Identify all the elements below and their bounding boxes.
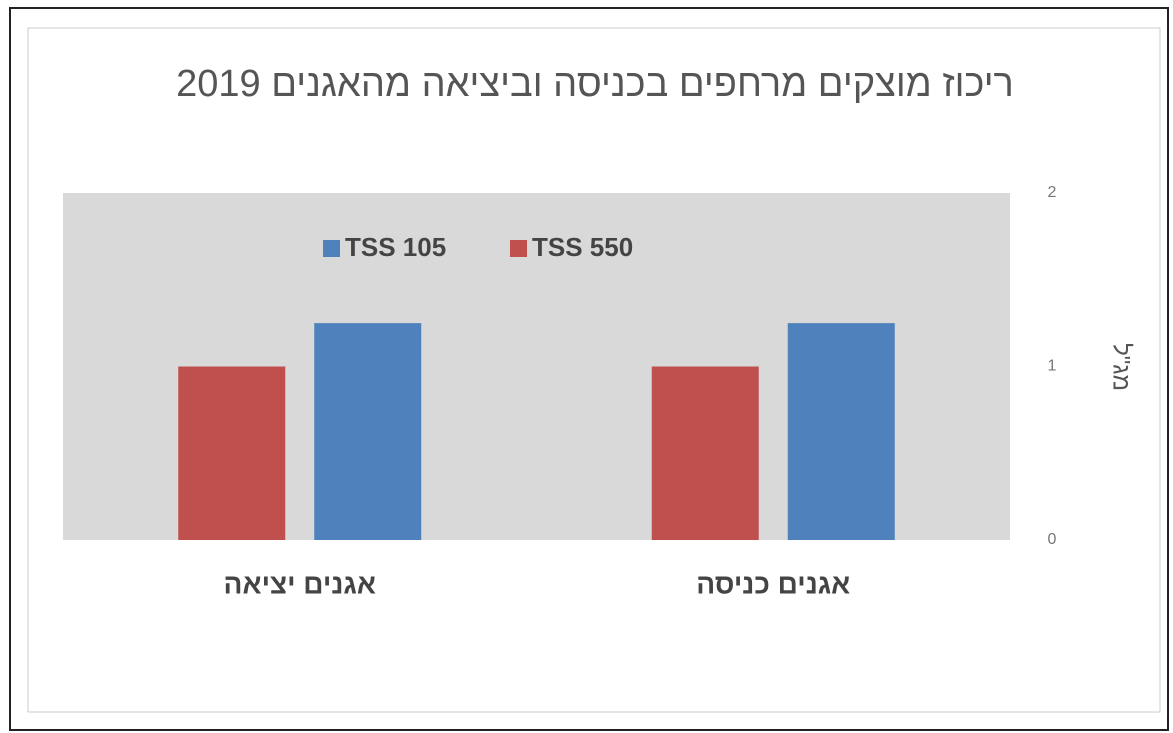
legend-swatch	[510, 240, 527, 257]
bar	[651, 366, 759, 540]
y-tick-label: 0	[1048, 531, 1057, 548]
bar	[787, 323, 895, 540]
legend-label: TSS 550	[532, 232, 633, 262]
y-tick-label: 2	[1048, 184, 1057, 201]
legend-label: TSS 105	[345, 232, 446, 262]
y-axis-title: מג"ל	[1108, 343, 1135, 391]
legend-swatch	[323, 240, 340, 257]
x-tick-label: אגנים כניסה	[696, 568, 850, 599]
chart-border	[27, 27, 1161, 713]
bar	[314, 323, 422, 540]
chart-title: ריכוז מוצקים מרחפים בכניסה וביציאה מהאגנ…	[176, 63, 1014, 105]
bar	[178, 366, 286, 540]
y-tick-label: 1	[1048, 358, 1057, 375]
x-tick-label: אגנים יציאה	[224, 568, 376, 599]
